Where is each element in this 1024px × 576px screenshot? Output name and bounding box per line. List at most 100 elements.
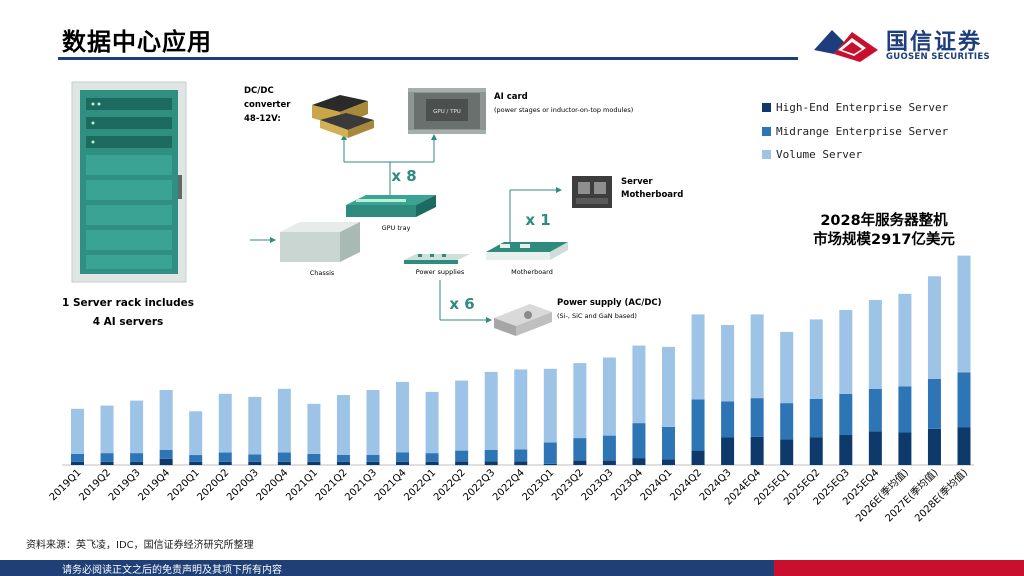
- bar-midrange-5: [218, 452, 232, 462]
- bar-high-end-20: [662, 459, 675, 465]
- bar-high-end-2: [130, 461, 144, 465]
- bar-high-end-4: [189, 461, 203, 465]
- bar-midrange-17: [573, 438, 587, 461]
- bar-midrange-6: [248, 454, 262, 462]
- dcdc-label-1: DC/DC: [244, 86, 274, 96]
- bar-midrange-29: [927, 378, 941, 429]
- x-tick-label-15: 2022Q4: [491, 467, 527, 503]
- bar-high-end-26: [839, 435, 853, 465]
- bar-midrange-22: [721, 401, 735, 438]
- gpu-tray-icon: [346, 195, 436, 217]
- x-tick-label-13: 2022Q2: [432, 467, 468, 503]
- bar-high-end-10: [366, 461, 380, 465]
- title-divider: [58, 57, 798, 60]
- x-tick-label-12: 2022Q1: [402, 467, 438, 503]
- bar-high-end-22: [721, 437, 735, 465]
- power-supplies-icon: [404, 254, 470, 264]
- guosen-logo: 国信证券 GUOSEN SECURITIES: [812, 20, 1012, 64]
- bar-midrange-16: [543, 442, 557, 464]
- bar-midrange-11: [396, 452, 410, 462]
- source-note: 资料来源：英飞凌，IDC，国信证券经济研究所整理: [26, 540, 254, 551]
- x-tick-label-18: 2023Q3: [580, 467, 616, 503]
- bar-volume-8: [307, 403, 321, 454]
- bar-midrange-4: [189, 455, 203, 462]
- bar-midrange-9: [336, 455, 350, 462]
- arrow-head-icon: [556, 187, 562, 193]
- legend-swatch-high-end: [762, 103, 771, 113]
- x-tick-label-16: 2023Q1: [521, 467, 557, 503]
- bar-high-end-0: [71, 461, 84, 465]
- legend-label-volume: Volume Server: [776, 148, 863, 162]
- legend-item-high-end: High-End Enterprise Server: [762, 96, 948, 120]
- bar-volume-13: [455, 380, 469, 451]
- bar-volume-22: [721, 325, 735, 402]
- bar-high-end-5: [218, 461, 232, 465]
- x-tick-label-19: 2023Q4: [609, 467, 645, 503]
- bar-volume-14: [484, 371, 498, 450]
- server-rack-icon: [71, 81, 187, 283]
- bar-volume-7: [277, 388, 291, 453]
- x-tick-label-17: 2023Q2: [550, 467, 586, 503]
- bar-volume-20: [662, 346, 675, 427]
- bar-high-end-14: [484, 461, 498, 466]
- x-tick-label-9: 2021Q2: [314, 467, 350, 503]
- bar-midrange-7: [277, 452, 291, 462]
- bar-high-end-18: [602, 460, 616, 465]
- psu-icon: [494, 304, 552, 336]
- bar-volume-29: [927, 276, 941, 379]
- bar-midrange-10: [366, 455, 380, 462]
- x-tick-label-14: 2022Q3: [461, 467, 497, 503]
- ai-card-icon: [408, 88, 486, 134]
- market-size-note: 2028年服务器整机 市场规模2917亿美元: [800, 212, 968, 250]
- bar-midrange-1: [100, 453, 114, 462]
- bar-volume-5: [218, 393, 232, 453]
- bar-midrange-26: [839, 393, 853, 436]
- bar-midrange-0: [71, 453, 84, 462]
- bar-high-end-13: [455, 461, 469, 466]
- bar-midrange-23: [750, 398, 764, 437]
- bar-volume-9: [336, 395, 350, 455]
- x-tick-label-6: 2020Q3: [225, 467, 261, 503]
- x-tick-label-3: 2019Q4: [136, 467, 172, 503]
- bar-midrange-25: [809, 398, 823, 438]
- bar-high-end-17: [573, 460, 587, 465]
- gpu-tray-label: GPU tray: [382, 224, 411, 232]
- chart-legend: High-End Enterprise Server Midrange Ente…: [762, 96, 948, 167]
- x-tick-label-4: 2020Q1: [166, 467, 202, 503]
- bar-high-end-12: [425, 461, 439, 465]
- gpu-chip-label: GPU / TPU: [433, 109, 461, 115]
- bar-midrange-28: [898, 386, 912, 433]
- bar-midrange-24: [780, 403, 794, 440]
- power-supplies-label: Power supplies: [416, 268, 465, 276]
- legend-swatch-midrange: [762, 126, 771, 136]
- bar-high-end-3: [159, 458, 173, 466]
- server-mb-label-2: Motherboard: [621, 190, 683, 200]
- dcdc-label-3: 48-12V:: [244, 114, 281, 124]
- disclaimer-text: 请务必阅读正文之后的免责声明及其项下所有内容: [62, 565, 282, 576]
- bar-volume-17: [573, 363, 587, 439]
- dcdc-converter-icon: [312, 95, 374, 138]
- motherboard-icon: [486, 242, 568, 260]
- bar-midrange-21: [691, 399, 705, 451]
- bar-high-end-9: [336, 461, 350, 465]
- chassis-label: Chassis: [310, 269, 335, 277]
- x-tick-label-0: 2019Q1: [48, 467, 84, 503]
- bar-midrange-12: [425, 453, 439, 462]
- x-tick-label-7: 2020Q4: [255, 467, 291, 503]
- motherboard-label: Motherboard: [511, 268, 553, 276]
- x-tick-label-10: 2021Q3: [343, 467, 379, 503]
- bar-midrange-15: [514, 449, 528, 462]
- bar-volume-3: [159, 390, 173, 450]
- logo-text-cn: 国信证券: [886, 30, 983, 55]
- multiplier-x1: x 1: [525, 211, 550, 229]
- bar-volume-23: [750, 314, 764, 399]
- arrow-head-icon: [486, 317, 492, 323]
- bar-high-end-27: [868, 431, 882, 466]
- bar-volume-12: [425, 391, 439, 454]
- bar-volume-26: [839, 310, 853, 394]
- bar-midrange-3: [159, 450, 173, 459]
- legend-item-volume: Volume Server: [762, 143, 948, 167]
- bar-midrange-14: [484, 450, 498, 462]
